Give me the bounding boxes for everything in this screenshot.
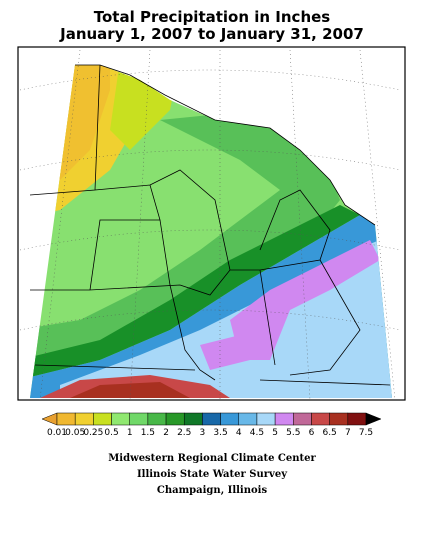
legend-swatch — [347, 412, 367, 426]
legend-swatch — [293, 412, 312, 426]
credit: Illinois State Water Survey — [137, 469, 288, 480]
legend-swatch — [165, 412, 185, 426]
legend-label: 5 — [272, 428, 278, 438]
legend-swatch — [129, 412, 149, 426]
legend-label: 5.5 — [286, 428, 300, 438]
legend-label: 3 — [200, 428, 206, 438]
legend-label: 4.5 — [250, 428, 264, 438]
legend: 0.010.050.25 0.5 1 1.5 2 2.5 3 3.5 4 4.5 5 5.5 6 6.5 7… — [41, 412, 382, 438]
legend-swatch — [111, 412, 130, 426]
legend-swatch — [238, 412, 258, 426]
legend-label: 7 — [345, 428, 351, 438]
legend-swatch — [256, 412, 276, 426]
legend-swatch — [56, 412, 76, 426]
zone — [30, 110, 340, 380]
legend-label: 1 — [127, 428, 133, 438]
legend-swatch — [183, 412, 203, 426]
zone — [70, 382, 190, 398]
legend-swatch — [274, 412, 294, 426]
legend-swatch — [220, 412, 240, 426]
legend-swatch — [202, 412, 221, 426]
map — [17, 46, 406, 401]
legend-label: 1.5 — [141, 428, 155, 438]
credit: Midwestern Regional Climate Center — [108, 453, 316, 464]
legend-arrow — [41, 412, 58, 426]
legend-label: 7.5 — [359, 428, 373, 438]
legend-label: 0.01 — [47, 428, 67, 438]
legend-label: 2.5 — [177, 428, 191, 438]
credit: Champaign, Illinois — [157, 485, 268, 496]
legend-swatch — [329, 412, 349, 426]
title: Total Precipitation in Inches — [94, 8, 331, 26]
legend-swatch — [147, 412, 167, 426]
legend-label: 3.5 — [213, 428, 227, 438]
legend-label: 4 — [236, 428, 242, 438]
legend-label: 0.5 — [104, 428, 118, 438]
legend-label: 0.25 — [83, 428, 103, 438]
legend-label: 0.05 — [65, 428, 85, 438]
legend-label: 6 — [309, 428, 315, 438]
zone — [30, 205, 360, 380]
legend-swatch — [74, 412, 94, 426]
legend-label: 6.5 — [322, 428, 336, 438]
legend-label: 2 — [163, 428, 169, 438]
boundaries — [19, 49, 401, 401]
legend-swatch — [93, 412, 112, 426]
precip-fill — [30, 65, 392, 398]
legend-arrow — [365, 412, 382, 426]
legend-swatch — [311, 412, 330, 426]
subtitle: January 1, 2007 to January 31, 2007 — [59, 25, 364, 43]
